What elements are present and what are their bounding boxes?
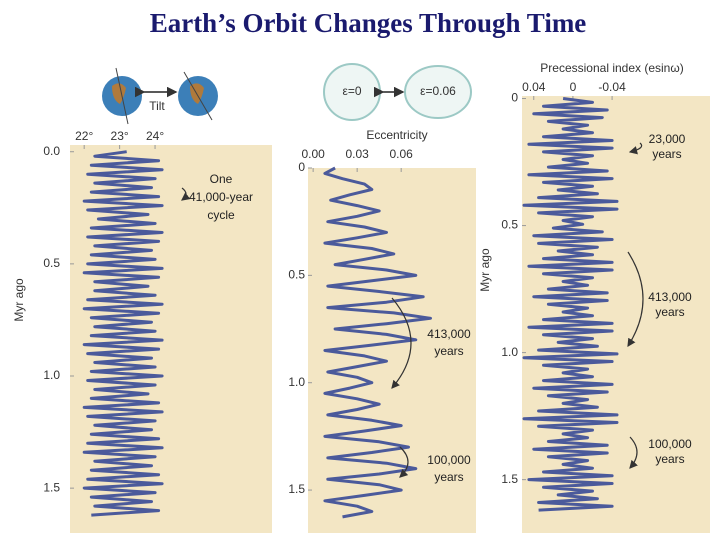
x-tick-label: 0.06 xyxy=(389,147,413,161)
annotation-arrow xyxy=(181,187,191,201)
annotation-arrow xyxy=(628,142,643,155)
annotation: One xyxy=(210,172,233,186)
data-line xyxy=(522,97,619,512)
annotation: years xyxy=(434,470,463,484)
y-tick-label: 0.5 xyxy=(43,256,60,270)
y-tick-label: 0.5 xyxy=(288,268,305,282)
annotation: 41,000-year xyxy=(189,190,253,204)
y-tick-label: 0 xyxy=(511,91,518,105)
x-axis-label: Precessional index (esinω) xyxy=(540,61,683,75)
y-tick-label: 1.0 xyxy=(288,375,305,389)
annotation-arrow xyxy=(391,297,412,389)
y-axis-label: Myr ago xyxy=(478,248,492,292)
annotation-arrow xyxy=(629,436,638,469)
eccentricity-illustration xyxy=(323,63,472,121)
x-tick-label: 22° xyxy=(75,129,93,143)
y-tick-label: 1.5 xyxy=(43,480,60,494)
data-line xyxy=(323,166,432,519)
x-tick-label: 24° xyxy=(146,129,164,143)
x-tick-label: 0.04 xyxy=(522,80,546,94)
annotation: 100,000 xyxy=(427,453,471,467)
annotation: 100,000 xyxy=(648,437,692,451)
y-tick-label: 0.5 xyxy=(501,218,518,232)
illustration-label: ε=0 xyxy=(342,84,361,98)
chart-panel: 0.0 0.5 1.0 1.5 22° 23° 24° Myr ago Tilt One 41,00… xyxy=(12,99,272,533)
annotation-arrow xyxy=(627,251,644,348)
x-tick-label: 23° xyxy=(111,129,129,143)
y-tick-label: 0.0 xyxy=(43,144,60,158)
y-axis-label: Myr ago xyxy=(12,278,26,322)
x-tick-label: -0.04 xyxy=(598,80,626,94)
y-tick-label: 1.0 xyxy=(501,345,518,359)
illustration-label: Tilt xyxy=(149,99,165,113)
annotation: years xyxy=(434,344,463,358)
annotation-arrow xyxy=(399,446,409,478)
x-tick-label: 0.00 xyxy=(301,147,325,161)
x-tick-label: 0.03 xyxy=(345,147,369,161)
annotation: years xyxy=(655,452,684,466)
tilt-illustration xyxy=(102,67,218,125)
page-title: Earth’s Orbit Changes Through Time xyxy=(150,8,587,38)
annotation: years xyxy=(655,305,684,319)
annotation: 413,000 xyxy=(427,327,471,341)
y-tick-label: 1.5 xyxy=(501,472,518,486)
y-tick-label: 1.5 xyxy=(288,482,305,496)
y-tick-label: 0 xyxy=(298,160,305,174)
annotation: cycle xyxy=(207,208,235,222)
annotation: years xyxy=(652,147,681,161)
x-tick-label: 0 xyxy=(570,80,577,94)
x-axis-label: Eccentricity xyxy=(366,128,427,142)
illustration-label: ε=0.06 xyxy=(420,84,456,98)
y-tick-label: 1.0 xyxy=(43,368,60,382)
data-line xyxy=(82,150,164,517)
annotation: 413,000 xyxy=(648,290,692,304)
annotation: 23,000 xyxy=(649,132,686,146)
chart-panel: 0 0.5 1.0 1.5 0.04 0 -0.04 Precessional index (… xyxy=(478,61,710,533)
chart-panel: 0 0.5 1.0 1.5 0.00 0.03 0.06 Eccentricity ε=0 ε=0… xyxy=(288,84,476,533)
